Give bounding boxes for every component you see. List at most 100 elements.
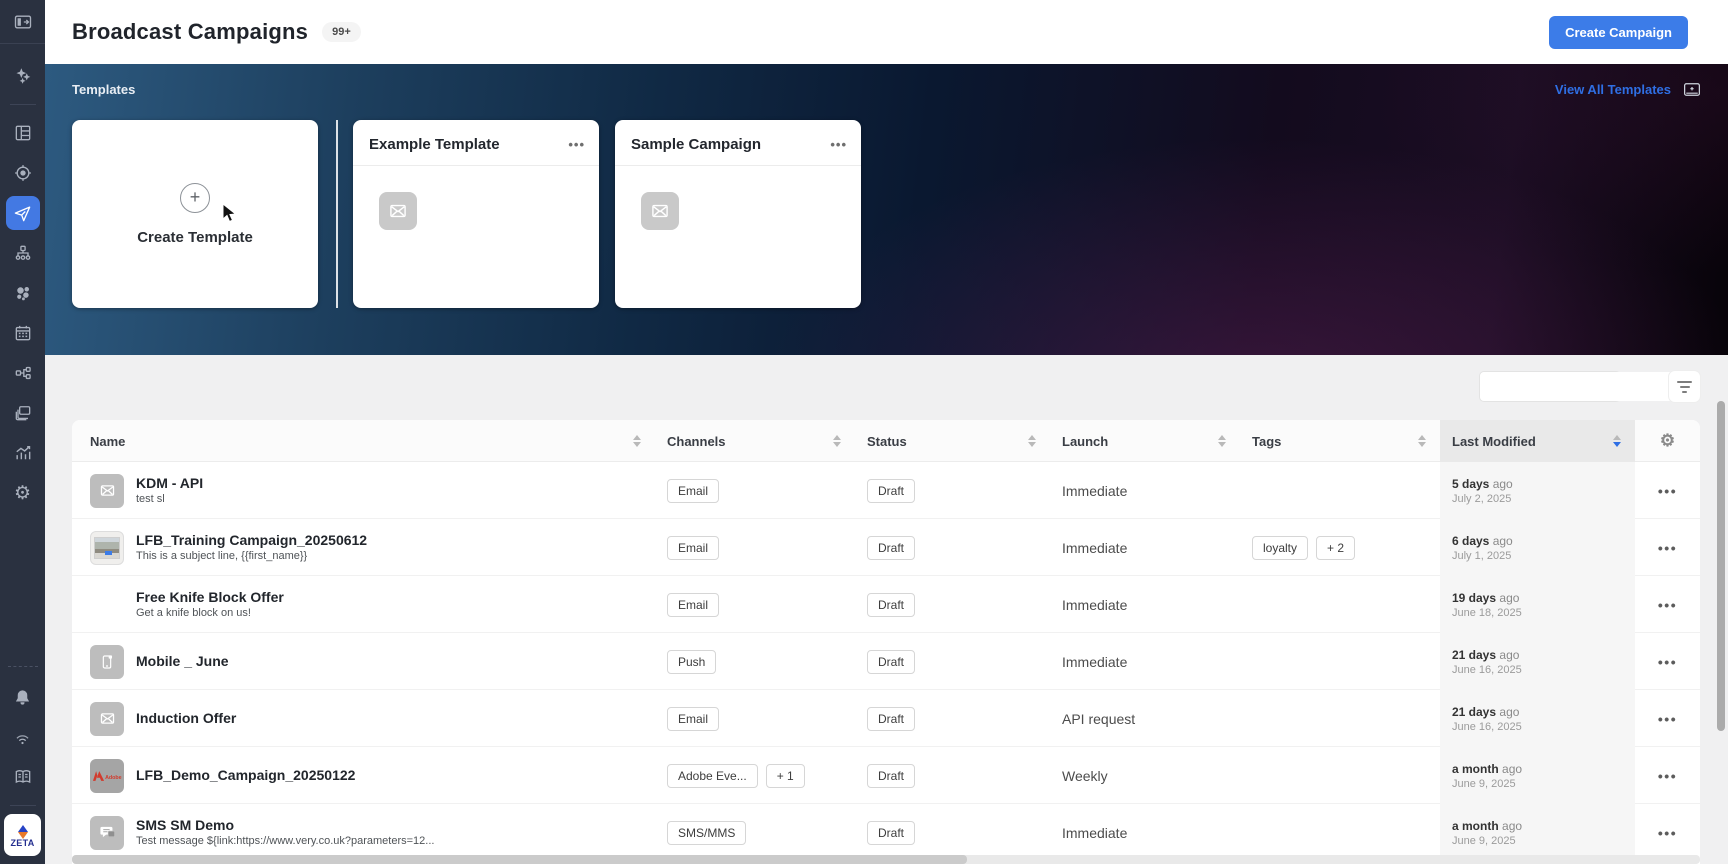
column-header-status[interactable]: Status	[855, 420, 1050, 462]
last-modified-cell: 21 days ago June 16, 2025	[1440, 690, 1635, 747]
column-header-channels[interactable]: Channels	[655, 420, 855, 462]
row-actions: •••	[1635, 711, 1700, 727]
sparkles-icon[interactable]	[0, 56, 45, 96]
row-menu-button[interactable]: •••	[1657, 596, 1678, 613]
campaign-name: SMS SM Demo	[136, 816, 235, 833]
template-card[interactable]: Example Template •••	[353, 120, 599, 308]
zeta-logo-text: ZETA	[10, 837, 35, 848]
create-template-card[interactable]: + Create Template	[72, 120, 318, 308]
sidebar-divider-bottom	[9, 805, 36, 806]
sort-icon	[633, 435, 641, 447]
status-cell: Draft	[855, 478, 1050, 503]
campaign-name: Induction Offer	[136, 709, 237, 726]
status-cell: Draft	[855, 706, 1050, 731]
channel-chip: Adobe Eve...	[667, 763, 758, 788]
channels-cell: Adobe Eve... + 1	[655, 763, 855, 788]
sidebar: ⚙ ZETA	[0, 0, 45, 864]
column-header-launch[interactable]: Launch	[1050, 420, 1240, 462]
search-input[interactable]	[1480, 372, 1672, 401]
vertical-scrollbar[interactable]	[1717, 401, 1725, 731]
campaign-name: Free Knife Block Offer	[136, 588, 284, 605]
send-campaigns-icon[interactable]	[5, 196, 40, 230]
last-modified-cell: 5 days ago July 2, 2025	[1440, 462, 1635, 519]
templates-label: Templates	[72, 82, 136, 97]
name-cell: Mobile _ June	[72, 644, 655, 679]
signal-icon[interactable]	[0, 717, 45, 757]
journey-icon[interactable]	[0, 353, 45, 393]
last-modified-cell: a month ago June 9, 2025	[1440, 747, 1635, 804]
name-cell: Free Knife Block Offer Get a knife block…	[72, 588, 655, 622]
campaign-subtitle: Test message ${link:https://www.very.co.…	[136, 835, 435, 848]
book-icon[interactable]	[0, 757, 45, 797]
target-icon[interactable]	[0, 153, 45, 193]
status-chip: Draft	[867, 592, 916, 617]
launch-cell: Immediate	[1062, 539, 1128, 556]
table-header-row: Name Channels Status Launch Tags Last Modifie…	[72, 420, 1700, 462]
channel-chip: Email	[667, 706, 720, 731]
row-menu-button[interactable]: •••	[1657, 767, 1678, 784]
launch-cell: Immediate	[1062, 596, 1128, 613]
zeta-logo[interactable]: ZETA	[4, 814, 41, 856]
horizontal-scrollbar[interactable]	[72, 855, 1700, 864]
table-row[interactable]: Mobile _ June Push Draft Immediate 21 da…	[72, 633, 1700, 690]
last-modified-cell: 21 days ago June 16, 2025	[1440, 633, 1635, 690]
campaigns-content: Name Channels Status Launch Tags Last Modifie…	[45, 355, 1728, 864]
sms-chat-icon	[90, 815, 124, 850]
template-card[interactable]: Sample Campaign •••	[615, 120, 861, 308]
calendar-icon[interactable]	[0, 313, 45, 353]
name-cell: Induction Offer	[72, 701, 655, 736]
table-row[interactable]: SMS SM Demo Test message ${link:https://…	[72, 804, 1700, 861]
gear-icon[interactable]: ⚙	[13, 482, 32, 504]
templates-panel-icon[interactable]	[1683, 82, 1701, 97]
channels-cell: Email	[655, 706, 855, 731]
channels-cell: Email	[655, 478, 855, 503]
name-cell: LFB_Training Campaign_20250612 This is a…	[72, 530, 655, 565]
email-preview-thumbnail	[90, 530, 124, 565]
template-cards: + Create Template Example Template •••	[72, 120, 877, 308]
dashboard-icon[interactable]	[0, 113, 45, 153]
email-envelope-icon	[379, 192, 417, 230]
page-header: Broadcast Campaigns 99+ Create Campaign	[45, 0, 1728, 64]
main-area: Broadcast Campaigns 99+ Create Campaign …	[45, 0, 1728, 864]
row-menu-button[interactable]: •••	[1657, 539, 1678, 556]
search-box	[1479, 371, 1686, 402]
channels-cell: Push	[655, 649, 855, 674]
launch-cell: Weekly	[1062, 767, 1108, 784]
row-menu-button[interactable]: •••	[1657, 653, 1678, 670]
create-template-label: Create Template	[137, 228, 253, 246]
table-row[interactable]: Adobe LFB_Demo_Campaign_20250122 Adobe E…	[72, 747, 1700, 804]
row-menu-button[interactable]: •••	[1657, 824, 1678, 841]
column-header-last-modified[interactable]: Last Modified	[1440, 420, 1635, 462]
row-menu-button[interactable]: •••	[1657, 710, 1678, 727]
channel-chip: Email	[667, 478, 720, 503]
name-cell: Adobe LFB_Demo_Campaign_20250122	[72, 758, 655, 793]
table-row[interactable]: Free Knife Block Offer Get a knife block…	[72, 576, 1700, 633]
audience-icon[interactable]	[0, 273, 45, 313]
sort-icon	[1028, 435, 1036, 447]
row-actions: •••	[1635, 654, 1700, 670]
table-row[interactable]: LFB_Training Campaign_20250612 This is a…	[72, 519, 1700, 576]
channels-cell: SMS/MMS	[655, 820, 855, 845]
filter-button[interactable]	[1668, 370, 1701, 403]
table-row[interactable]: Induction Offer Email Draft API request …	[72, 690, 1700, 747]
analytics-icon[interactable]	[0, 433, 45, 473]
bell-icon[interactable]	[0, 677, 45, 717]
create-campaign-button[interactable]: Create Campaign	[1549, 15, 1688, 49]
sidebar-divider	[9, 104, 36, 105]
row-menu-button[interactable]: •••	[1657, 482, 1678, 499]
last-modified-cell: 19 days ago June 18, 2025	[1440, 576, 1635, 633]
mobile-push-icon	[90, 644, 124, 679]
table-row[interactable]: KDM - API test sl Email Draft Immediate …	[72, 462, 1700, 519]
name-cell: SMS SM Demo Test message ${link:https://…	[72, 815, 655, 850]
column-settings-gear-icon[interactable]: ⚙	[1659, 431, 1676, 450]
view-all-templates-link[interactable]: View All Templates	[1554, 82, 1671, 97]
launch-cell: Immediate	[1062, 824, 1128, 841]
assets-icon[interactable]	[0, 393, 45, 433]
status-cell: Draft	[855, 820, 1050, 845]
panel-toggle-icon[interactable]	[0, 0, 45, 44]
hierarchy-icon[interactable]	[0, 233, 45, 273]
column-header-name[interactable]: Name	[72, 420, 655, 462]
tag-chip: + 2	[1316, 535, 1356, 560]
column-header-tags[interactable]: Tags	[1240, 420, 1440, 462]
email-envelope-icon	[90, 701, 124, 736]
